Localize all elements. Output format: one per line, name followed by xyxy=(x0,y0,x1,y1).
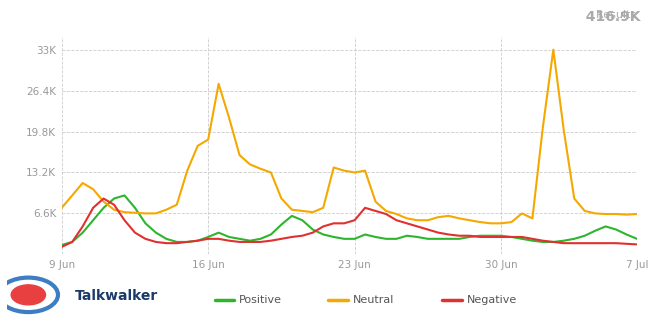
Text: Negative: Negative xyxy=(467,295,517,305)
Text: 416.9K: 416.9K xyxy=(537,10,640,24)
Text: Positive: Positive xyxy=(239,295,282,305)
Text: Results: Results xyxy=(597,10,640,20)
Text: Neutral: Neutral xyxy=(353,295,395,305)
Text: Talkwalker: Talkwalker xyxy=(75,289,158,304)
Circle shape xyxy=(11,285,46,305)
